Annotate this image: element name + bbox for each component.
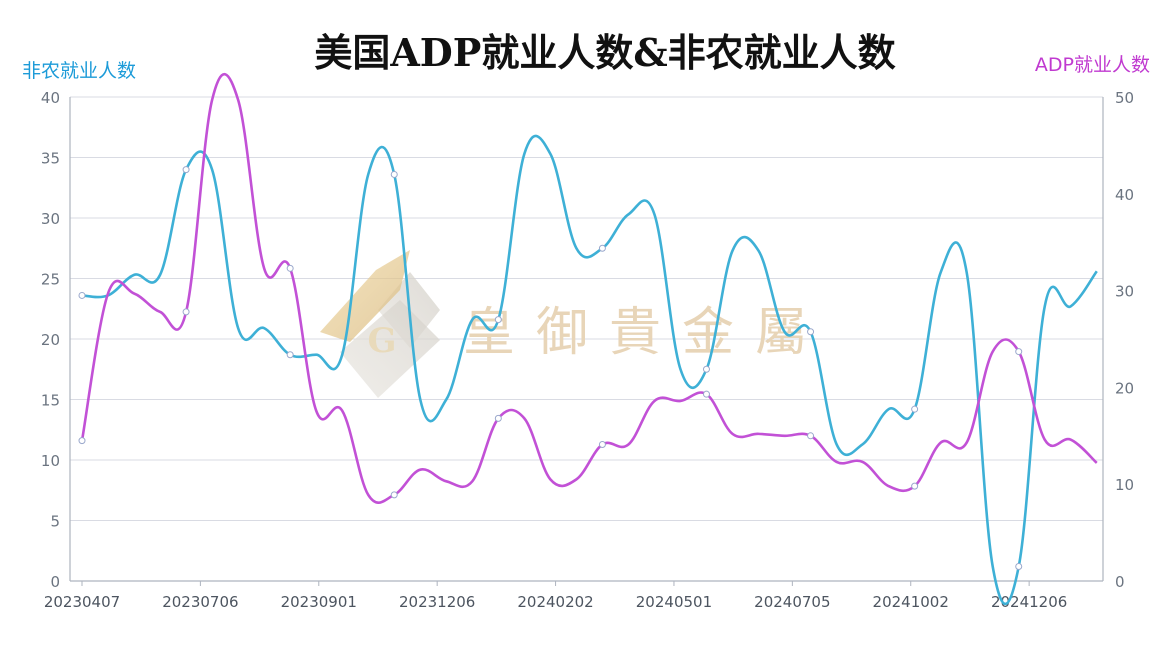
x-tick-label: 20240501 <box>636 593 712 611</box>
data-point <box>78 437 86 445</box>
data-point <box>78 291 86 299</box>
data-point <box>390 491 398 499</box>
x-tick-label: 20240705 <box>754 593 830 611</box>
right-tick-label: 40 <box>1115 186 1134 204</box>
series-lines <box>78 72 1098 606</box>
data-point <box>911 482 919 490</box>
left-tick-label: 25 <box>41 271 60 289</box>
left-axis-title: 非农就业人数 <box>22 60 136 82</box>
right-tick-label: 20 <box>1115 379 1134 397</box>
data-point <box>1015 562 1023 570</box>
watermark-text: 皇御貴金屬 <box>463 303 828 363</box>
grid-lines <box>70 96 1103 521</box>
data-point <box>494 414 502 422</box>
data-point <box>182 308 190 316</box>
x-tick-label: 20230407 <box>44 593 120 611</box>
left-tick-label: 20 <box>41 331 60 349</box>
left-tick-label: 35 <box>41 150 60 168</box>
data-point <box>702 365 710 373</box>
x-tick-label: 20241002 <box>873 593 949 611</box>
data-point <box>494 316 502 324</box>
left-tick-label: 15 <box>41 392 60 410</box>
x-tick-label: 20230901 <box>281 593 357 611</box>
x-tick-label: 20231206 <box>399 593 475 611</box>
x-tick-label: 20240202 <box>517 593 593 611</box>
right-tick-label: 50 <box>1115 89 1134 107</box>
data-point <box>1015 348 1023 356</box>
data-point <box>286 264 294 272</box>
left-tick-label: 0 <box>50 573 60 591</box>
axes: 0 5 10 15 20 25 30 35 40 0 10 20 30 40 50 20230407 20230… <box>41 89 1134 611</box>
data-point <box>702 390 710 398</box>
watermark: G 皇御貴金屬 <box>320 250 828 398</box>
series-line-nonfarm <box>81 134 1098 606</box>
left-tick-label: 40 <box>41 89 60 107</box>
series-line-adp <box>80 72 1098 504</box>
data-point <box>390 170 398 178</box>
left-tick-label: 5 <box>50 513 60 531</box>
data-point <box>598 244 606 252</box>
data-point <box>182 166 190 174</box>
right-tick-label: 0 <box>1115 573 1125 591</box>
right-axis-title: ADP就业人数 <box>1035 54 1150 76</box>
watermark-logo-letter: G <box>367 321 396 361</box>
right-tick-label: 30 <box>1115 283 1134 301</box>
right-tick-label: 10 <box>1115 476 1134 494</box>
chart-title: 美国ADP就业人数&非农就业人数 <box>314 30 895 75</box>
watermark-logo: G <box>320 250 440 398</box>
data-point <box>598 441 606 449</box>
data-point <box>911 405 919 413</box>
x-tick-label: 20230706 <box>162 593 238 611</box>
left-tick-label: 30 <box>41 210 60 228</box>
data-point <box>807 328 815 336</box>
data-point <box>286 351 294 359</box>
left-tick-label: 10 <box>41 452 60 470</box>
data-point <box>807 432 815 440</box>
